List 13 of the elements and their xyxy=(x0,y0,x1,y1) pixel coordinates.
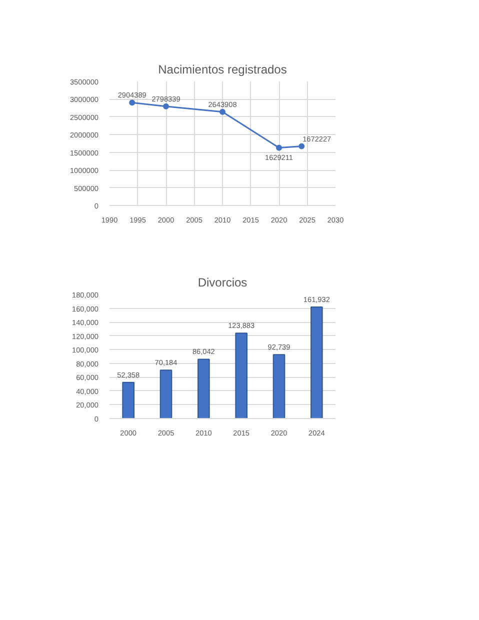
chart-title: Divorcios xyxy=(198,276,248,290)
bar xyxy=(122,382,134,418)
bar xyxy=(160,370,172,418)
point xyxy=(276,144,282,151)
point xyxy=(298,143,305,150)
bar xyxy=(272,354,286,418)
point xyxy=(163,103,169,110)
point xyxy=(129,100,136,106)
bar xyxy=(198,358,210,418)
bar xyxy=(235,332,248,418)
bar xyxy=(310,306,323,418)
chart-title: Nacimientos registrados xyxy=(158,62,287,76)
point xyxy=(220,108,226,115)
